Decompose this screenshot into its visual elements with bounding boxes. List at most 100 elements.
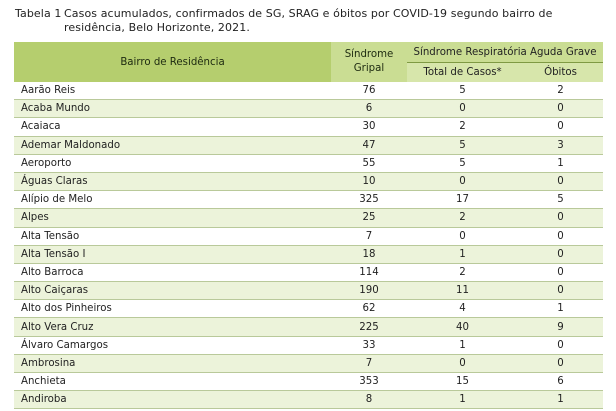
caption-label: Tabela 1 <box>15 7 62 20</box>
cases-table: Bairro de Residência Síndrome Gripal Sín… <box>14 42 603 411</box>
cell-sindrome-gripal: 47 <box>331 136 407 155</box>
cell-obitos: 9 <box>518 317 603 337</box>
table-row: Águas Claras 10 0 0 <box>14 172 603 192</box>
cell-bairro: Alto dos Pinheiros <box>14 299 331 319</box>
cell-total-casos: 0 <box>407 227 518 246</box>
table-row: Alta Tensão I 18 1 0 <box>14 245 603 264</box>
cell-obitos: 3 <box>518 136 603 155</box>
table-row: Acaba Mundo 6 0 0 <box>14 99 603 119</box>
cell-sindrome-gripal: 25 <box>331 208 407 228</box>
cell-obitos: 0 <box>518 263 603 283</box>
table-row: Anchieta 353 15 6 <box>14 372 603 392</box>
cell-bairro: Alpes <box>14 208 331 228</box>
cell-obitos: 0 <box>518 408 603 411</box>
cell-total-casos: 0 <box>407 408 518 411</box>
cell-sindrome-gripal: 18 <box>331 245 407 264</box>
cell-sindrome-gripal: 33 <box>331 336 407 355</box>
cell-bairro: Aarão Reis <box>14 82 331 101</box>
table-row: Alpes 25 2 0 <box>14 208 603 228</box>
cell-obitos: 0 <box>518 227 603 246</box>
table-row: Ambrosina 7 0 0 <box>14 354 603 374</box>
cell-sindrome-gripal: 10 <box>331 172 407 192</box>
cell-bairro: Anchieta <box>14 372 331 392</box>
cell-obitos: 2 <box>518 82 603 101</box>
table-row: Acaiaca 30 2 0 <box>14 117 603 137</box>
cell-obitos: 0 <box>518 208 603 228</box>
table-row: Alta Tensão 7 0 0 <box>14 227 603 246</box>
table-caption: Tabela 1 Casos acumulados, confirmados de… <box>15 7 605 35</box>
header-srag: Síndrome Respiratória Aguda Grave <box>407 42 603 63</box>
cell-bairro: Acaiaca <box>14 117 331 137</box>
table-header: Bairro de Residência Síndrome Gripal Sín… <box>14 42 603 82</box>
cell-bairro: Andiroba <box>14 390 331 410</box>
cell-total-casos: 5 <box>407 154 518 173</box>
cell-total-casos: 2 <box>407 208 518 228</box>
cell-total-casos: 1 <box>407 390 518 410</box>
cell-bairro: Alto Caiçaras <box>14 281 331 301</box>
table-row: Antônio Ribeiro de Abreu400 <box>14 408 603 411</box>
header-sindrome-gripal: Síndrome Gripal <box>331 42 407 82</box>
cell-total-casos: 1 <box>407 245 518 264</box>
table-row: Alto Barroca 114 2 0 <box>14 263 603 283</box>
cell-bairro: Alípio de Melo <box>14 190 331 210</box>
cell-sindrome-gripal: 190 <box>331 281 407 301</box>
cell-total-casos: 15 <box>407 372 518 392</box>
table-row: Álvaro Camargos 33 1 0 <box>14 336 603 355</box>
table-row: Alto dos Pinheiros 62 4 1 <box>14 299 603 319</box>
cell-bairro: Alta Tensão <box>14 227 331 246</box>
cell-sindrome-gripal: 62 <box>331 299 407 319</box>
cell-total-casos: 2 <box>407 263 518 283</box>
cell-obitos: 6 <box>518 372 603 392</box>
cell-total-casos: 17 <box>407 190 518 210</box>
header-sg-line1: Síndrome <box>344 49 394 60</box>
cell-bairro: Antônio Ribeiro de Abreu <box>14 408 331 411</box>
cell-sindrome-gripal: 225 <box>331 317 407 337</box>
cell-sindrome-gripal: 6 <box>331 99 407 119</box>
header-bairro: Bairro de Residência <box>14 42 331 82</box>
cell-sindrome-gripal: 114 <box>331 263 407 283</box>
cell-sindrome-gripal: 7 <box>331 354 407 374</box>
cell-obitos: 0 <box>518 281 603 301</box>
cell-obitos: 0 <box>518 172 603 192</box>
cell-sindrome-gripal: 325 <box>331 190 407 210</box>
cell-obitos: 0 <box>518 99 603 119</box>
cell-bairro: Alta Tensão I <box>14 245 331 264</box>
header-obitos: Óbitos <box>518 62 603 82</box>
cell-sindrome-gripal: 8 <box>331 390 407 410</box>
cell-bairro: Alto Vera Cruz <box>14 317 331 337</box>
cell-obitos: 5 <box>518 190 603 210</box>
cell-bairro: Aeroporto <box>14 154 331 173</box>
cell-total-casos: 5 <box>407 136 518 155</box>
table-row: Alto Vera Cruz 225 40 9 <box>14 317 603 337</box>
table-row: Alto Caiçaras 190 11 0 <box>14 281 603 301</box>
table-row: Aarão Reis 76 5 2 <box>14 82 603 101</box>
cell-total-casos: 11 <box>407 281 518 301</box>
cell-bairro: Ambrosina <box>14 354 331 374</box>
cell-total-casos: 0 <box>407 172 518 192</box>
cell-obitos: 0 <box>518 336 603 355</box>
caption-text: Casos acumulados, confirmados de SG, SRA… <box>64 7 553 34</box>
table-row: Alípio de Melo 325 17 5 <box>14 190 603 210</box>
cell-sindrome-gripal: 353 <box>331 372 407 392</box>
cell-obitos: 0 <box>518 245 603 264</box>
cell-total-casos: 40 <box>407 317 518 337</box>
header-total-casos: Total de Casos* <box>407 62 518 82</box>
header-sg-line2: Gripal <box>353 63 385 74</box>
cell-obitos: 1 <box>518 299 603 319</box>
cell-bairro: Alto Barroca <box>14 263 331 283</box>
cell-obitos: 1 <box>518 154 603 173</box>
cell-bairro: Acaba Mundo <box>14 99 331 119</box>
cell-total-casos: 0 <box>407 354 518 374</box>
cell-total-casos: 4 <box>407 299 518 319</box>
cell-total-casos: 1 <box>407 336 518 355</box>
cell-total-casos: 0 <box>407 99 518 119</box>
cell-total-casos: 5 <box>407 82 518 101</box>
table-body: Aarão Reis 76 5 2 Acaba Mundo 6 0 0 Acaiaca 30 2 0 A… <box>14 82 603 411</box>
cell-sindrome-gripal: 55 <box>331 154 407 173</box>
table-row: Andiroba 8 1 1 <box>14 390 603 410</box>
cell-bairro: Águas Claras <box>14 172 331 192</box>
cell-obitos: 0 <box>518 354 603 374</box>
cell-sindrome-gripal: 30 <box>331 117 407 137</box>
table-row: Aeroporto 55 5 1 <box>14 154 603 173</box>
table-row: Ademar Maldonado 47 5 3 <box>14 136 603 155</box>
